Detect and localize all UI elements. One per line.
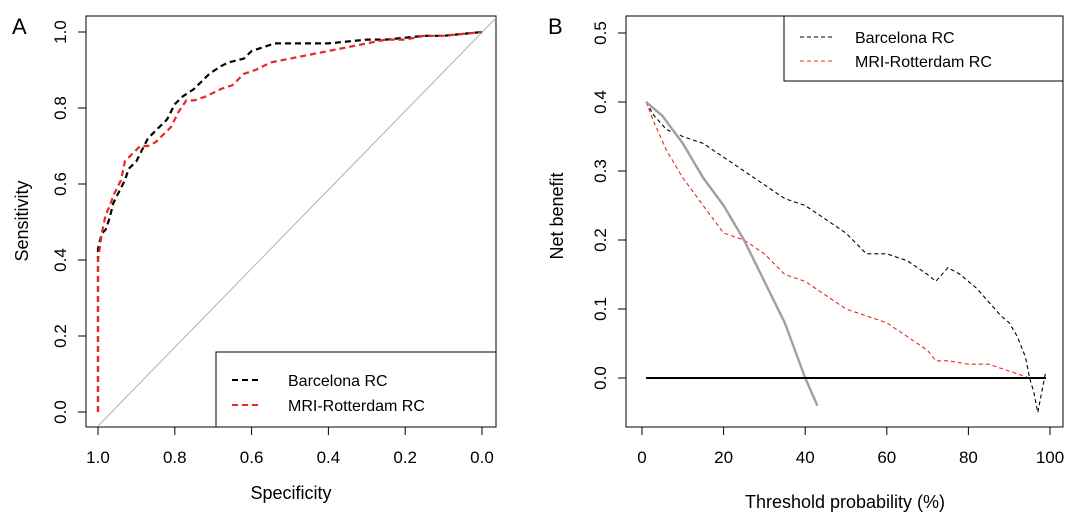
panel-b-y-tick-label: 0.4 bbox=[591, 90, 610, 114]
panel-b-y-tick-label: 0.2 bbox=[591, 228, 610, 252]
panel-b-x-tick-label: 0 bbox=[637, 448, 646, 467]
panel-a-x-tick-label: 0.0 bbox=[470, 448, 494, 467]
panel-a-series-barcelona-rc-line bbox=[96, 30, 483, 412]
panel-b-letter: B bbox=[548, 14, 563, 39]
panel-b-series-barcelona-rc-line bbox=[645, 101, 1047, 414]
panel-a-x-tick-label: 0.8 bbox=[163, 448, 187, 467]
panel-a-legend: Barcelona RC MRI-Rotterdam RC bbox=[215, 351, 497, 428]
panel-a-x-tick-label: 0.6 bbox=[240, 448, 264, 467]
panel-b-y-tick-label: 0.0 bbox=[591, 366, 610, 390]
panel-a-x-axis-title: Specificity bbox=[250, 483, 331, 503]
panel-b-x-axis-title: Threshold probability (%) bbox=[745, 492, 945, 512]
panel-a-y-tick-label: 1.0 bbox=[51, 20, 70, 44]
panel-b-series-mri-rotterdam-rc-line bbox=[645, 101, 1046, 379]
legend-box bbox=[215, 351, 497, 428]
panel-a-x-tick-label: 1.0 bbox=[86, 448, 110, 467]
panel-b-y-tick-label: 0.3 bbox=[591, 159, 610, 183]
legend-box bbox=[783, 15, 1064, 82]
reference-diagonal-line bbox=[97, 17, 497, 427]
legend-entry-label: Barcelona RC bbox=[855, 30, 955, 47]
panel-b-x-tick-label: 80 bbox=[959, 448, 978, 467]
panel-b-x-tick-label: 60 bbox=[877, 448, 896, 467]
panel-b-y-tick-label: 0.1 bbox=[591, 297, 610, 321]
panel-b: B Threshold probability (%) Net benefit … bbox=[547, 14, 1064, 512]
panel-a-y-tick-label: 0.4 bbox=[51, 248, 70, 272]
panel-b-legend: Barcelona RC MRI-Rotterdam RC bbox=[783, 15, 1064, 82]
panel-a-x-tick-label: 0.4 bbox=[317, 448, 341, 467]
panel-b-x-tick-label: 100 bbox=[1036, 448, 1064, 467]
panel-b-x-tick-label: 20 bbox=[714, 448, 733, 467]
panel-b-series-line-2-line bbox=[645, 101, 819, 407]
legend-entry-label: MRI-Rotterdam RC bbox=[855, 54, 992, 71]
panel-a-y-axis-title: Sensitivity bbox=[12, 180, 32, 261]
panel-b-y-axis-title: Net benefit bbox=[547, 172, 567, 259]
panel-b-x-tick-label: 40 bbox=[796, 448, 815, 467]
panel-b-y-tick-label: 0.5 bbox=[591, 21, 610, 45]
panel-a-y-tick-label: 0.0 bbox=[51, 400, 70, 424]
panel-a-x-tick-label: 0.2 bbox=[393, 448, 417, 467]
legend-entry-label: Barcelona RC bbox=[288, 373, 388, 390]
panel-a-y-tick-label: 0.6 bbox=[51, 172, 70, 196]
panel-a: A Specificity Sensitivity 1.0 0.8 0.6 0.4 0.… bbox=[12, 14, 497, 503]
panel-a-letter: A bbox=[12, 14, 27, 39]
legend-entry-label: MRI-Rotterdam RC bbox=[288, 398, 425, 415]
panel-a-y-tick-label: 0.8 bbox=[51, 96, 70, 120]
panel-a-y-tick-label: 0.2 bbox=[51, 324, 70, 348]
